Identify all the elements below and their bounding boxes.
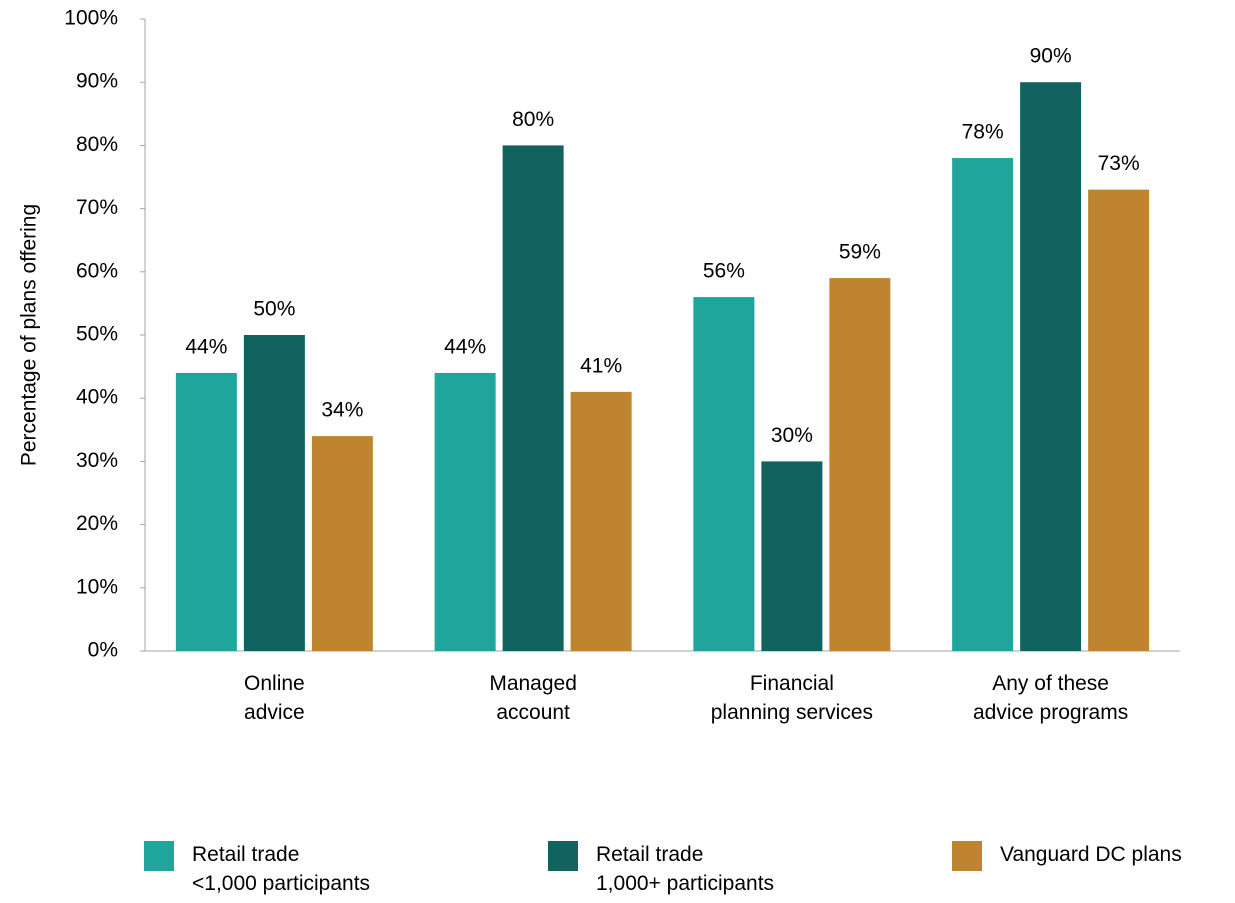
bar [570,391,632,651]
bar [1020,82,1082,651]
bar [952,158,1014,652]
x-tick-label: Any of these advice programs [973,672,1129,724]
bar [693,297,755,651]
data-label: 56% [703,260,745,283]
bar [175,372,237,651]
y-tick-label: 30% [76,449,118,472]
y-tick-label: 60% [76,259,118,282]
y-tick-label: 80% [76,133,118,156]
data-label: 78% [962,121,1004,144]
data-label: 30% [771,424,813,447]
y-tick-label: 0% [88,639,118,662]
legend-label: Retail trade <1,000 participants [192,843,371,895]
data-label: 34% [321,399,363,422]
data-label: 90% [1030,45,1072,68]
bar [761,461,823,651]
legend-label: Retail trade 1,000+ participants [596,843,775,895]
data-label: 44% [444,335,486,358]
legend-swatch [144,841,174,871]
bar [243,335,305,651]
data-label: 41% [580,354,622,377]
y-tick-label: 10% [76,575,118,598]
bar [829,278,891,651]
legend-label: Vanguard DC plans [1000,843,1182,866]
data-label: 50% [253,298,295,321]
bar [502,145,564,651]
y-tick-label: 50% [76,323,118,346]
data-label: 73% [1098,152,1140,175]
data-label: 44% [185,335,227,358]
bar [311,436,373,651]
legend-swatch [952,841,982,871]
x-tick-label: Online advice [244,672,305,724]
data-label: 80% [512,108,554,131]
legend-swatch [548,841,578,871]
x-tick-label: Managed account [489,672,577,724]
y-tick-label: 90% [76,70,118,93]
y-tick-label: 70% [76,196,118,219]
y-tick-label: 40% [76,386,118,409]
y-tick-label: 20% [76,512,118,535]
data-label: 59% [839,241,881,264]
y-axis-label: Percentage of plans offering [18,204,41,466]
bar [1088,189,1150,651]
y-tick-label: 100% [64,7,118,30]
x-tick-label: Financial planning services [710,672,873,724]
bar [434,372,496,651]
